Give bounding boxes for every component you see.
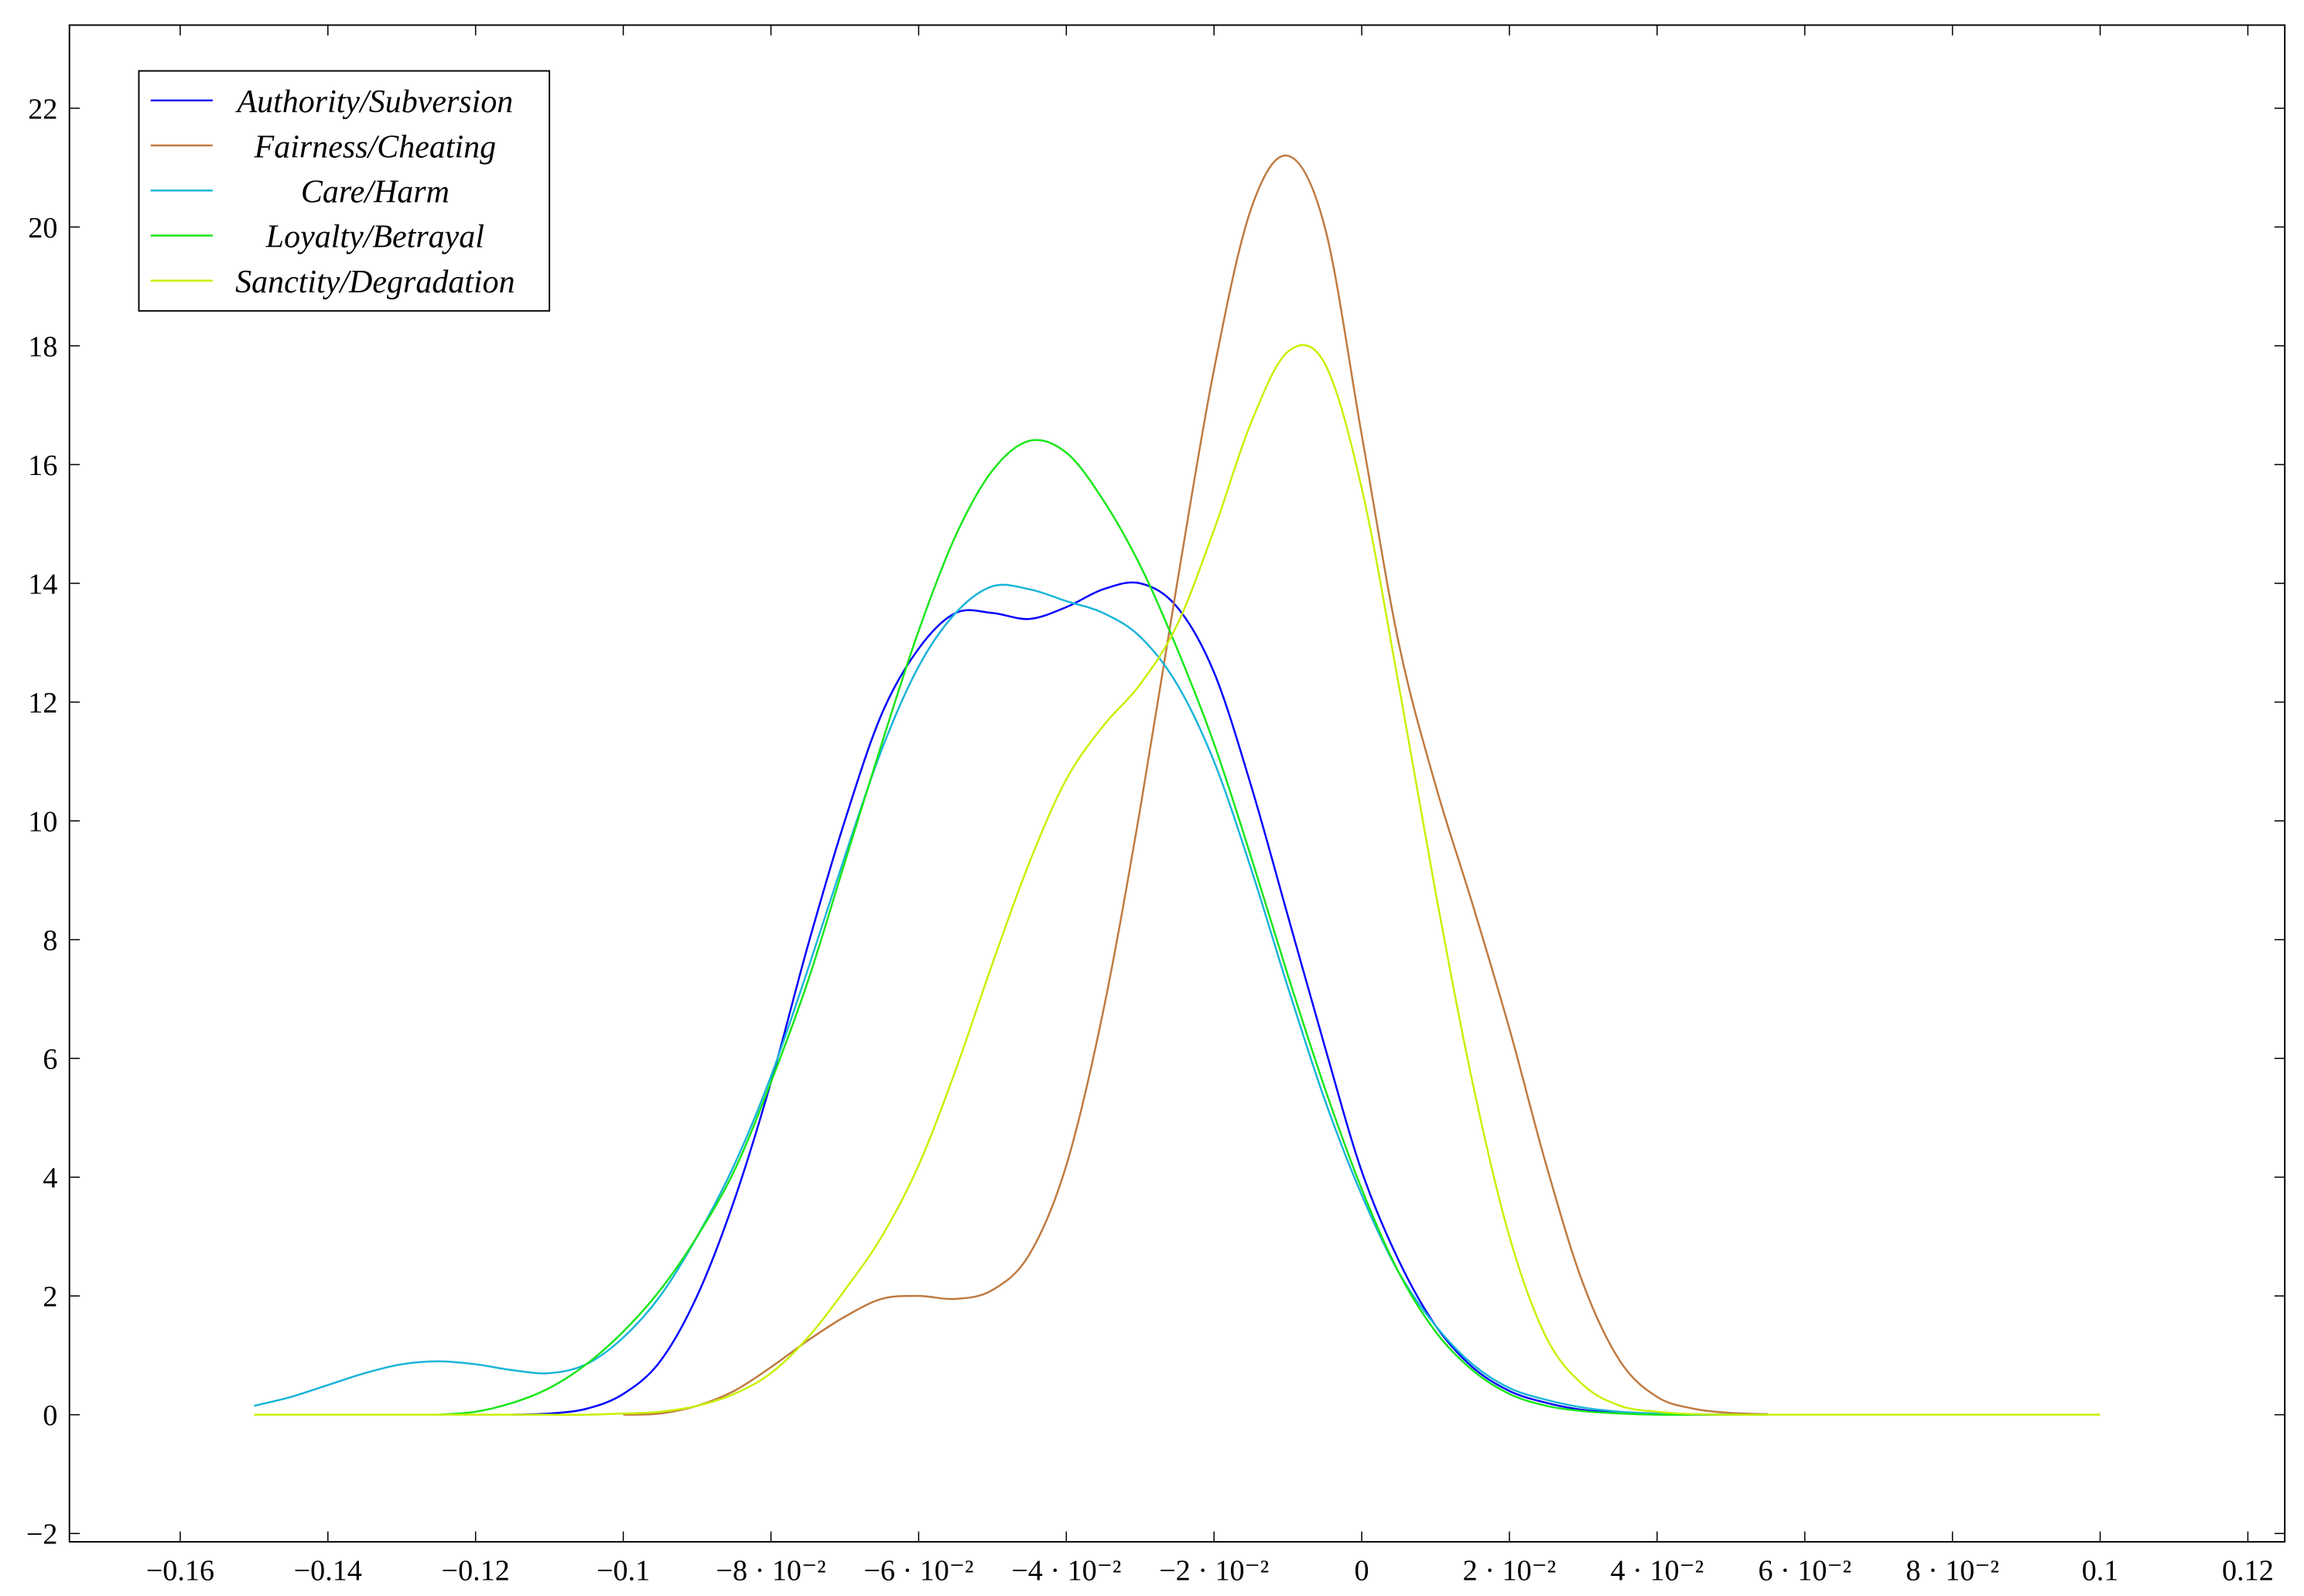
y-tick-label: 8 bbox=[43, 924, 57, 957]
line-series bbox=[254, 583, 1769, 1416]
x-tick-label: −0.1 bbox=[597, 1555, 650, 1587]
line-series bbox=[512, 581, 1769, 1416]
x-tick-label: −6 · 10⁻² bbox=[863, 1555, 973, 1587]
y-tick-label: 16 bbox=[28, 449, 57, 482]
x-tick-label: −0.12 bbox=[442, 1555, 510, 1587]
x-tick-label: −0.16 bbox=[146, 1555, 214, 1587]
x-tick-label: −8 · 10⁻² bbox=[716, 1555, 826, 1587]
legend-label: Sanctity/Degradation bbox=[235, 265, 514, 300]
legend-label: Loyalty/Betrayal bbox=[265, 220, 484, 255]
line-series bbox=[438, 439, 1769, 1417]
y-tick-label: 0 bbox=[43, 1399, 57, 1432]
x-tick-label: 2 · 10⁻² bbox=[1463, 1555, 1557, 1587]
y-tick-label: 2 bbox=[43, 1281, 57, 1314]
x-tick-label: −2 · 10⁻² bbox=[1159, 1555, 1269, 1587]
x-tick-label: 4 · 10⁻² bbox=[1611, 1555, 1704, 1587]
legend: Authority/Subversion Fairness/Cheating Car… bbox=[138, 70, 551, 312]
x-tick-label: 8 · 10⁻² bbox=[1906, 1555, 1999, 1587]
y-tick-label: 6 bbox=[43, 1043, 57, 1075]
plot-frame bbox=[68, 24, 2286, 1543]
y-tick-label: 14 bbox=[28, 568, 57, 600]
x-tick-label: 0 bbox=[1355, 1555, 1369, 1587]
y-tick-label: 4 bbox=[43, 1162, 57, 1194]
legend-label: Authority/Subversion bbox=[234, 84, 513, 120]
y-tick-label: 20 bbox=[28, 212, 57, 244]
y-tick-label: 10 bbox=[28, 805, 57, 838]
x-tick-label: 6 · 10⁻² bbox=[1758, 1555, 1851, 1587]
y-tick-label: 18 bbox=[28, 330, 57, 363]
legend-label: Fairness/Cheating bbox=[254, 129, 497, 165]
y-tick-label: 22 bbox=[28, 93, 57, 125]
x-tick-label: 0.12 bbox=[2222, 1555, 2274, 1587]
x-tick-label: −4 · 10⁻² bbox=[1011, 1555, 1121, 1587]
y-tick-label: −2 bbox=[26, 1519, 58, 1551]
legend-label: Care/Harm bbox=[301, 175, 450, 210]
line-series bbox=[254, 343, 2101, 1417]
line-series bbox=[623, 154, 1769, 1416]
y-tick-label: 12 bbox=[28, 687, 57, 719]
x-tick-label: 0.1 bbox=[2082, 1555, 2119, 1587]
x-tick-label: −0.14 bbox=[294, 1555, 362, 1587]
